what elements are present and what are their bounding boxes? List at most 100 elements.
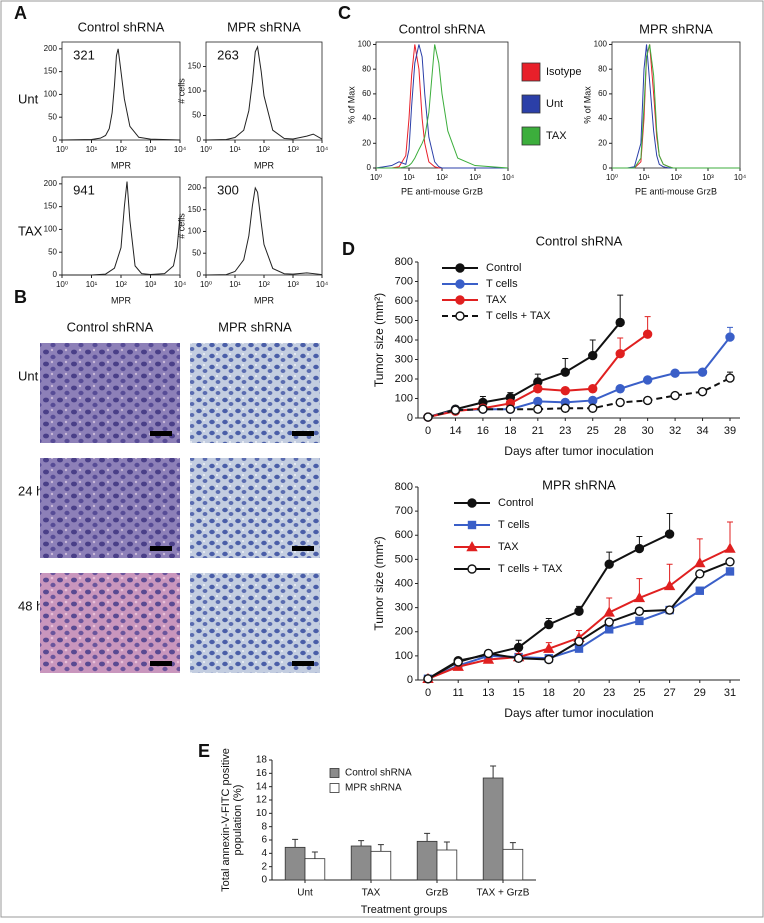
scale-bar [292, 661, 314, 666]
y-tick-label: 100 [395, 650, 413, 662]
scale-bar [292, 546, 314, 551]
y-tick-label: 100 [395, 392, 413, 404]
marker [642, 395, 653, 406]
y-tick-label: 0 [261, 875, 267, 886]
x-tick-label: 10³ [469, 173, 481, 182]
y-tick-label: 800 [395, 481, 413, 493]
x-axis-label: MPR [254, 295, 275, 305]
row-label: Unt [18, 368, 39, 383]
y-tick-label: 400 [395, 577, 413, 589]
x-tick-label: 10² [115, 280, 127, 289]
marker [634, 606, 645, 616]
bar [350, 845, 372, 881]
x-tick-label: 10² [670, 173, 682, 182]
x-tick-label: 10⁰ [606, 173, 618, 182]
x-tick-label: 10² [436, 173, 448, 182]
x-tick-label: 10⁴ [734, 173, 747, 182]
y-tick-label: 12 [256, 795, 268, 806]
legend-marker [467, 564, 477, 574]
series-line [375, 44, 508, 169]
x-tick-label: 18 [504, 425, 516, 437]
marker [482, 653, 495, 664]
error-bar [424, 832, 431, 842]
x-tick-label: 10¹ [638, 173, 650, 182]
marker [450, 405, 461, 415]
x-tick-label: 0 [425, 687, 431, 699]
x-tick-label: 27 [663, 687, 675, 699]
bar [416, 840, 438, 881]
chart: 0 100 200 300 400 500 600 700 800 0 14 16 18 21 23 25 28… [372, 233, 740, 458]
y-tick-label: 0 [603, 163, 608, 172]
x-axis-label: MPR [254, 160, 275, 170]
y-tick-label: 50 [192, 111, 201, 120]
column-title: Control shRNA [67, 319, 154, 334]
y-axis-label: % of Max [346, 86, 356, 124]
marker [588, 403, 598, 413]
chart: 0 50 100 150 200 10⁰ 10¹ 10² 10³ 10⁴ 300 MPR # cells [176, 176, 329, 305]
legend-label: Control [498, 497, 533, 509]
y-tick-label: 100 [44, 90, 58, 99]
series-line [612, 44, 740, 169]
legend-label: T cells + TAX [498, 563, 563, 575]
series-line [612, 44, 740, 169]
marker [560, 367, 570, 377]
y-tick-label: 500 [395, 553, 413, 565]
y-tick-label: 150 [188, 205, 202, 214]
marker [423, 412, 433, 422]
y-tick-label: 100 [358, 40, 372, 49]
marker [574, 644, 584, 653]
error-bar [311, 851, 318, 859]
x-tick-label: 10⁴ [502, 173, 515, 182]
error-bar [509, 842, 516, 850]
y-tick-label: 80 [362, 64, 371, 73]
series-line [427, 321, 621, 418]
marker [664, 605, 675, 615]
x-tick-label: TAX + GrzB [477, 888, 530, 899]
error-bar [358, 840, 365, 846]
ihc-image [40, 343, 180, 443]
chart: 0 20 40 60 80 100 10⁰ 10¹ 10² 10³ 10⁴ MPR shRNA PE a… [582, 21, 746, 196]
chart: 0 20 40 60 80 100 10⁰ 10¹ 10² 10³ 10⁴ Control shRNA… [346, 21, 581, 196]
marker [560, 403, 570, 413]
marker [544, 619, 554, 630]
x-axis-label: Days after tumor inoculation [504, 706, 653, 720]
legend-swatch [521, 62, 541, 82]
scale-bar [150, 431, 172, 436]
marker [543, 642, 555, 653]
series-line [376, 44, 509, 169]
legend-marker [455, 295, 465, 305]
panel-label: C [338, 3, 351, 23]
x-tick-label: 20 [573, 687, 585, 699]
error-bar [292, 838, 299, 848]
marker [560, 386, 570, 396]
series-line [205, 186, 323, 276]
x-axis-label: Days after tumor inoculation [504, 444, 653, 458]
legend-label: Unt [546, 98, 563, 110]
y-tick-label: 150 [188, 62, 202, 71]
chart-title: MPR shRNA [542, 477, 616, 492]
y-tick-label: 0 [407, 674, 413, 686]
x-tick-label: 10⁰ [56, 145, 68, 154]
legend-label: TAX [498, 541, 519, 553]
marker [724, 542, 736, 553]
x-tick-label: 10⁰ [200, 145, 212, 154]
y-axis-label: population (%) [232, 785, 244, 856]
x-axis-label: MPR [111, 160, 132, 170]
marker [453, 657, 463, 667]
x-tick-label: 10⁴ [174, 145, 187, 154]
legend-swatch [329, 783, 340, 793]
plot-frame [375, 41, 509, 169]
y-tick-label: 300 [395, 602, 413, 614]
legend-label: T cells [486, 278, 518, 290]
y-tick-label: 200 [188, 183, 202, 192]
y-axis-label: Tumor size (mm²) [372, 293, 386, 387]
y-tick-label: 0 [407, 412, 413, 424]
marker [697, 386, 708, 397]
y-tick-label: 14 [256, 781, 268, 792]
y-axis-label: % of Max [582, 86, 592, 124]
y-tick-label: 400 [395, 334, 413, 346]
y-tick-label: 10 [256, 808, 268, 819]
legend-marker [467, 498, 477, 508]
annotation: 321 [73, 47, 95, 62]
